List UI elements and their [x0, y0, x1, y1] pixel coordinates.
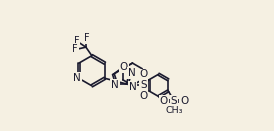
Text: N: N [127, 68, 135, 78]
Text: O: O [160, 96, 168, 106]
Text: F: F [73, 44, 78, 54]
Text: O: O [139, 91, 148, 101]
Text: F: F [84, 33, 90, 43]
Text: F: F [74, 36, 79, 46]
Text: O: O [139, 69, 148, 80]
Text: O: O [120, 62, 128, 72]
Text: O: O [180, 96, 189, 106]
Text: CH₃: CH₃ [165, 106, 183, 115]
Text: S: S [140, 80, 147, 90]
Text: S: S [171, 96, 178, 106]
Text: N: N [111, 80, 119, 90]
Text: N: N [129, 82, 136, 92]
Text: N: N [73, 73, 81, 83]
